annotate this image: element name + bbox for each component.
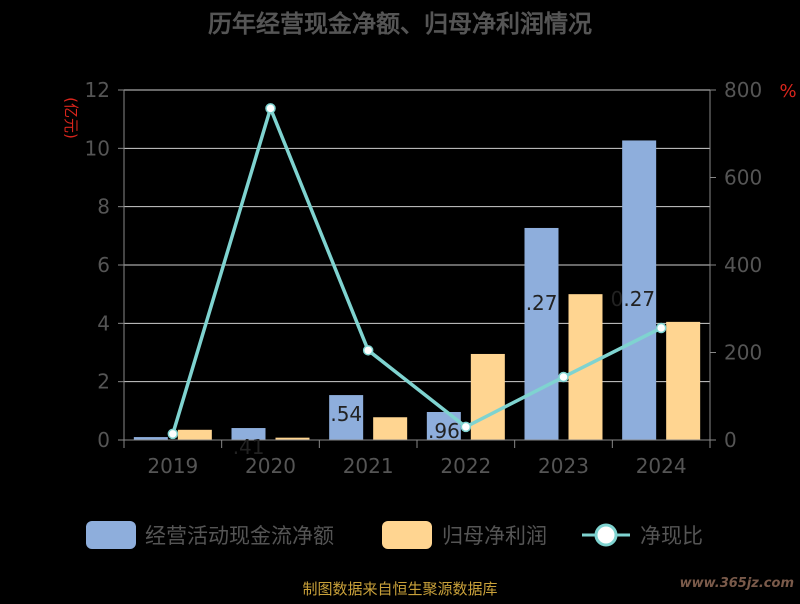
left-tick-label: 12	[85, 78, 110, 102]
net-profit-bar	[275, 437, 310, 440]
x-tick-label: 2023	[538, 454, 589, 478]
net-cash-ratio-point	[655, 322, 667, 334]
net-profit-bar	[177, 429, 212, 440]
left-axis-unit: (亿元)	[62, 97, 80, 139]
left-tick-label: 2	[97, 370, 110, 394]
x-tick-label: 2022	[440, 454, 491, 478]
x-tick-label: 2020	[245, 454, 296, 478]
net-profit-bar	[373, 417, 408, 440]
bars-layer	[133, 140, 701, 441]
data-labels-layer: .41 .54 .96 .27 0.27	[233, 287, 655, 459]
x-tick-label: 2019	[147, 454, 198, 478]
right-tick-label: 800	[724, 78, 762, 102]
source-note: 制图数据来自恒生聚源数据库	[302, 580, 498, 598]
net-profit-bar	[470, 353, 505, 440]
x-tick-label: 2024	[636, 454, 687, 478]
bar-data-label: .27	[526, 291, 558, 315]
cashflow-bar	[622, 140, 657, 441]
right-tick-label: 600	[724, 166, 762, 190]
legend-label-net-cash-ratio: 净现比	[640, 524, 703, 548]
left-tick-label: 8	[97, 195, 110, 219]
cashflow-bar	[329, 395, 364, 440]
net-cash-ratio-line	[171, 106, 662, 435]
cashflow-bar	[133, 437, 168, 440]
legend-swatch-cashflow	[86, 521, 136, 549]
line-layer	[167, 103, 667, 440]
cashflow-bar	[524, 227, 559, 440]
net-cash-ratio-point	[362, 345, 374, 356]
legend[interactable]: 经营活动现金流净额 归母净利润 净现比	[86, 521, 703, 549]
grid-lines	[124, 89, 710, 383]
x-tick-label: 2021	[343, 454, 394, 478]
legend-label-cashflow: 经营活动现金流净额	[145, 524, 334, 548]
watermark: www.365jz.com	[679, 576, 794, 591]
bar-data-label: .54	[330, 402, 362, 426]
bar-data-label: 0.27	[611, 287, 656, 311]
net-cash-ratio-point	[460, 421, 472, 433]
axes-layer: 0 2 4 6 8 10 12 0 200 400 600 800 2019 2020 2021 2022 20…	[85, 78, 763, 478]
left-tick-label: 4	[97, 311, 110, 335]
chart-title: 历年经营现金净额、归母净利润情况	[208, 10, 592, 38]
right-tick-label: 0	[724, 428, 737, 452]
bar-data-label: .96	[428, 419, 460, 443]
net-cash-ratio-point	[265, 103, 276, 114]
right-tick-label: 200	[724, 341, 762, 365]
left-tick-label: 0	[97, 428, 110, 452]
legend-label-net-profit: 归母净利润	[442, 524, 547, 548]
right-axis-unit: %	[779, 81, 796, 102]
cashflow-bar	[231, 428, 266, 440]
net-cash-ratio-point	[558, 371, 569, 383]
legend-swatch-net-profit	[382, 521, 432, 549]
bar-data-label: .41	[233, 435, 265, 459]
net-profit-bar	[666, 321, 701, 440]
right-tick-label: 400	[724, 253, 762, 277]
left-tick-label: 10	[85, 136, 110, 160]
left-tick-label: 6	[97, 253, 110, 277]
legend-swatch-marker	[594, 523, 618, 547]
net-cash-ratio-point	[167, 428, 179, 440]
